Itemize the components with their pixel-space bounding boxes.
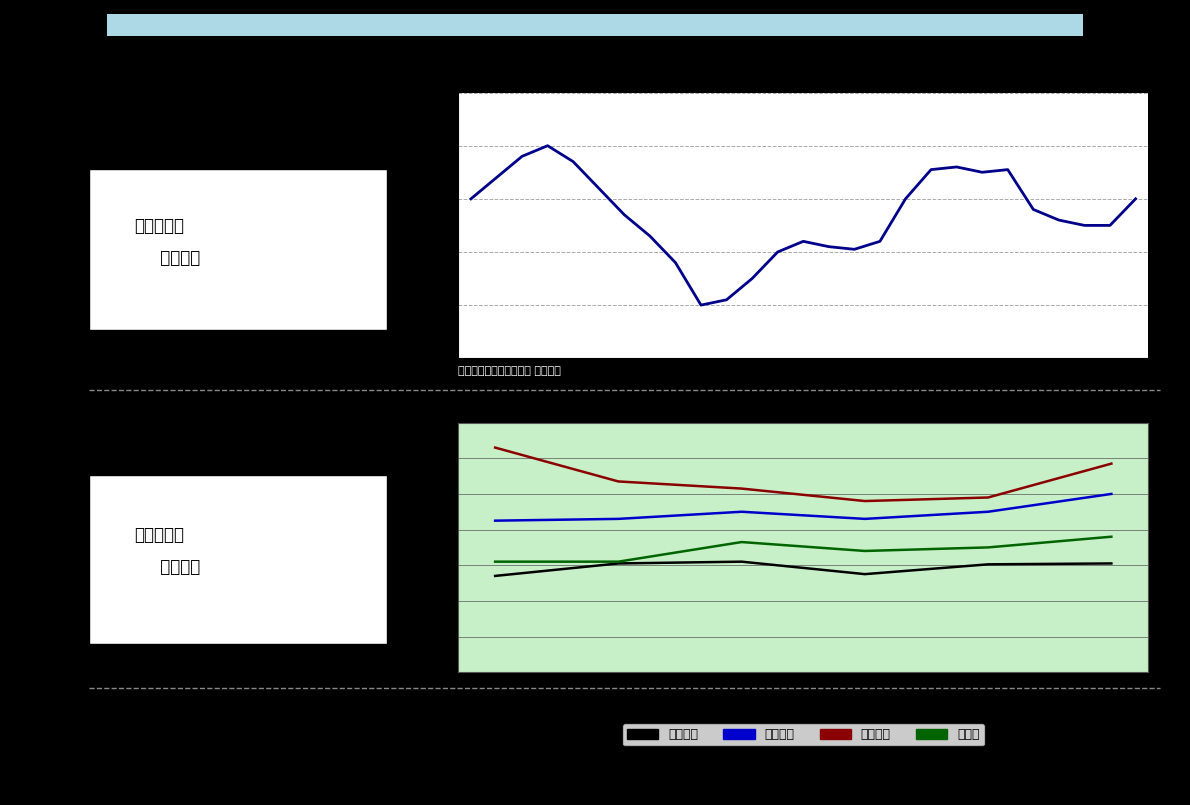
活性染料: [488, 516, 502, 526]
Line: 中间体: 中间体: [495, 537, 1111, 562]
酸性染料: [612, 477, 626, 486]
活性染料: [612, 514, 626, 524]
Text: 有关公司：
     攀渝钛业: 有关公司： 攀渝钛业: [133, 217, 200, 266]
分散染料: [858, 569, 872, 579]
酸性染料: [981, 493, 995, 502]
Line: 分散染料: 分散染料: [495, 562, 1111, 576]
Y-axis label: 元/吨: 元/吨: [389, 216, 402, 235]
酸性染料: [858, 496, 872, 506]
中间体: [734, 537, 749, 547]
Line: 酸性染料: 酸性染料: [495, 448, 1111, 501]
酸性染料: [734, 484, 749, 493]
分散染料: [734, 557, 749, 567]
分散染料: [1104, 559, 1119, 568]
酸性染料: [488, 443, 502, 452]
Text: 数据来源：石化工业协会 国泰君安: 数据来源：石化工业协会 国泰君安: [458, 366, 560, 376]
中间体: [1104, 532, 1119, 542]
中间体: [981, 543, 995, 552]
中间体: [488, 557, 502, 567]
活性染料: [981, 507, 995, 517]
Text: 有关公司：
     浙江龙盛: 有关公司： 浙江龙盛: [133, 526, 200, 576]
Legend: 分散染料, 活性染料, 酸性染料, 中间体: 分散染料, 活性染料, 酸性染料, 中间体: [622, 724, 984, 746]
活性染料: [1104, 489, 1119, 499]
酸性染料: [1104, 459, 1119, 469]
中间体: [612, 557, 626, 567]
分散染料: [488, 571, 502, 580]
分散染料: [612, 559, 626, 568]
活性染料: [858, 514, 872, 524]
Line: 活性染料: 活性染料: [495, 494, 1111, 521]
活性染料: [734, 507, 749, 517]
分散染料: [981, 559, 995, 569]
中间体: [858, 546, 872, 555]
